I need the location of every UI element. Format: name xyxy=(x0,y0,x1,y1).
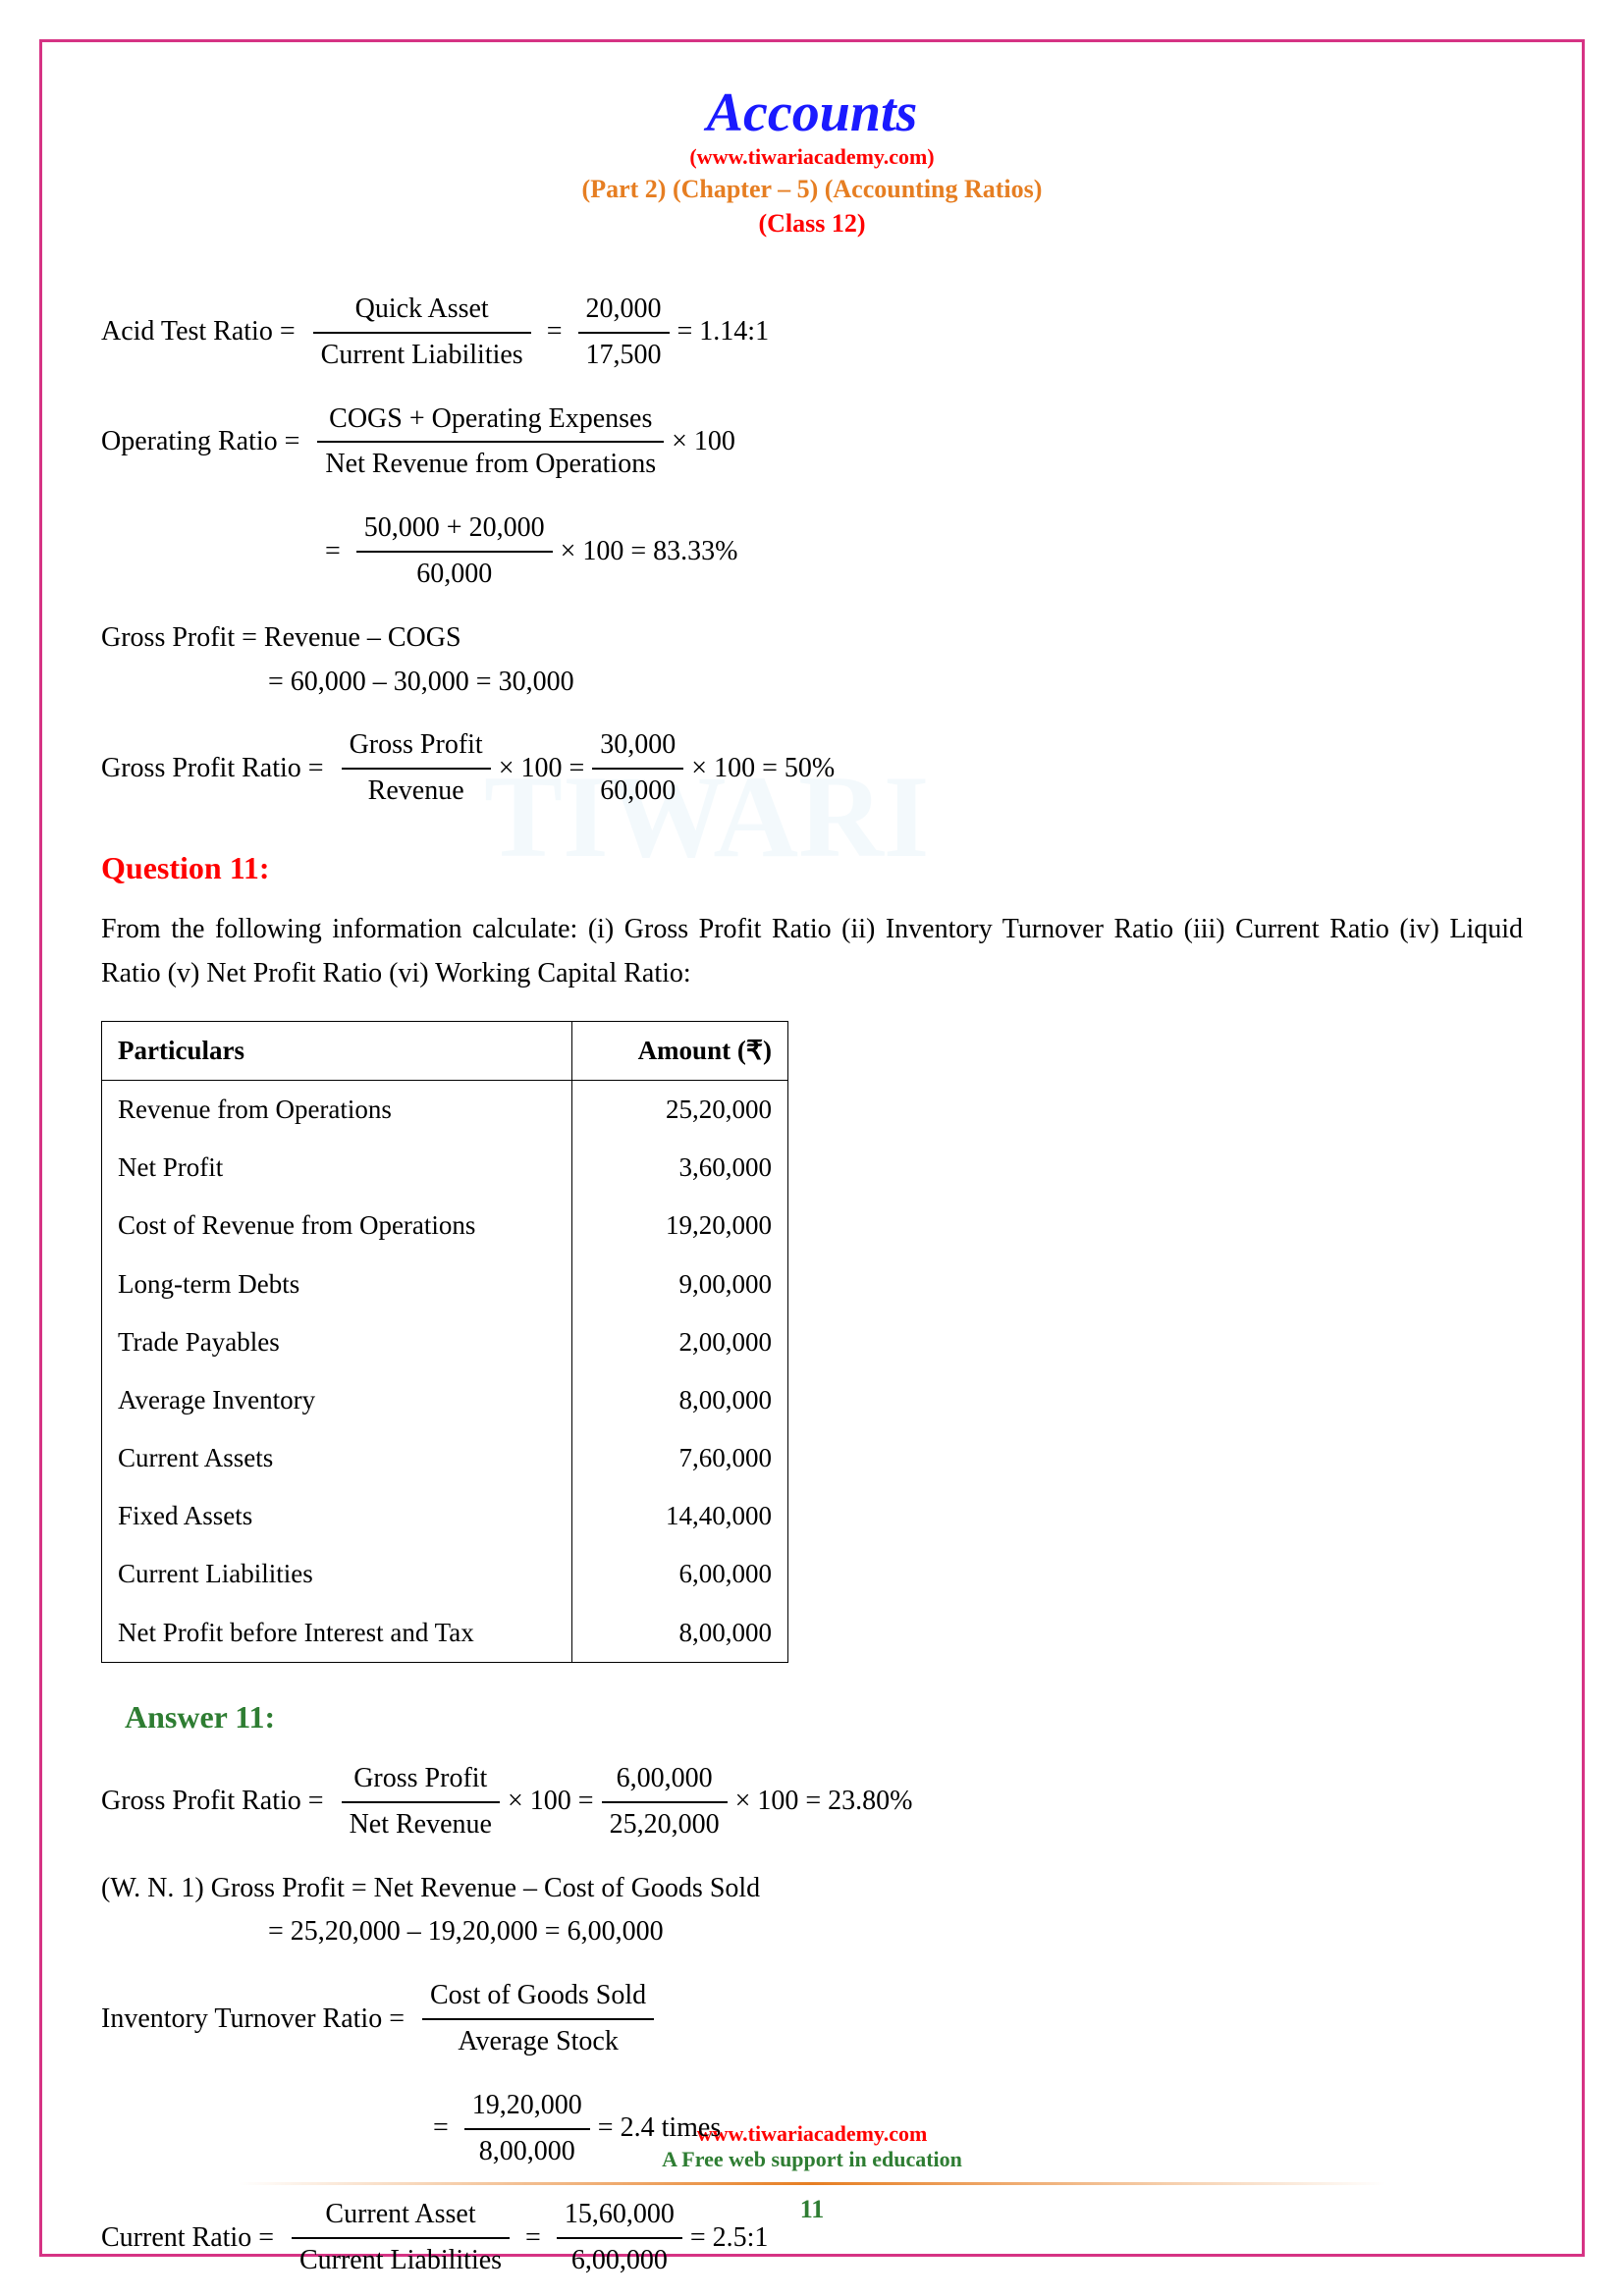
particular-cell: Cost of Revenue from Operations xyxy=(102,1197,572,1255)
amount-cell: 6,00,000 xyxy=(572,1545,788,1603)
gross-profit-definition: Gross Profit = Revenue – COGS xyxy=(101,616,1523,661)
particular-cell: Trade Payables xyxy=(102,1313,572,1371)
working-note-1: (W. N. 1) Gross Profit = Net Revenue – C… xyxy=(101,1867,1523,1911)
fraction: 19,20,000 8,00,000 xyxy=(464,2084,590,2174)
result: = 2.4 times xyxy=(598,2107,721,2151)
table-row: Net Profit3,60,000 xyxy=(102,1139,788,1197)
working-note-1-calc: = 25,20,000 – 19,20,000 = 6,00,000 xyxy=(101,1910,1523,1954)
amount-cell: 9,00,000 xyxy=(572,1255,788,1313)
main-content: Acid Test Ratio = Quick Asset Current Li… xyxy=(101,288,1523,2283)
amount-cell: 8,00,000 xyxy=(572,1371,788,1429)
chapter-info: (Part 2) (Chapter – 5) (Accounting Ratio… xyxy=(101,175,1523,204)
table-row: Cost of Revenue from Operations19,20,000 xyxy=(102,1197,788,1255)
amount-cell: 25,20,000 xyxy=(572,1080,788,1139)
answer-heading: Answer 11: xyxy=(101,1692,1523,1742)
amount-cell: 14,40,000 xyxy=(572,1487,788,1545)
particular-cell: Long-term Debts xyxy=(102,1255,572,1313)
operating-calc: = 50,000 + 20,000 60,000 × 100 = 83.33% xyxy=(101,507,1523,597)
table-row: Revenue from Operations25,20,000 xyxy=(102,1080,788,1139)
col-particulars: Particulars xyxy=(102,1021,572,1080)
inventory-calc: = 19,20,000 8,00,000 = 2.4 times xyxy=(101,2084,1523,2174)
particulars-table: Particulars Amount (₹) Revenue from Oper… xyxy=(101,1021,788,1663)
result: × 100 = 23.80% xyxy=(735,1780,913,1824)
table-row: Long-term Debts9,00,000 xyxy=(102,1255,788,1313)
fraction: 15,60,000 6,00,000 xyxy=(557,2193,682,2283)
fraction: 6,00,000 25,20,000 xyxy=(602,1757,728,1847)
particular-cell: Net Profit before Interest and Tax xyxy=(102,1604,572,1663)
gross-profit-calc: = 60,000 – 30,000 = 30,000 xyxy=(101,661,1523,705)
fraction: COGS + Operating Expenses Net Revenue fr… xyxy=(317,398,664,488)
col-amount: Amount (₹) xyxy=(572,1021,788,1080)
formula-label: Gross Profit Ratio = xyxy=(101,747,324,791)
fraction: Cost of Goods Sold Average Stock xyxy=(422,1974,654,2064)
particular-cell: Net Profit xyxy=(102,1139,572,1197)
formula-label: Acid Test Ratio = xyxy=(101,310,296,354)
class-info: (Class 12) xyxy=(101,209,1523,239)
page-header: Accounts (www.tiwariacademy.com) (Part 2… xyxy=(101,81,1523,239)
footer-divider xyxy=(239,2182,1385,2185)
particular-cell: Fixed Assets xyxy=(102,1487,572,1545)
answer-gp-ratio: Gross Profit Ratio = Gross Profit Net Re… xyxy=(101,1757,1523,1847)
fraction: Gross Profit Revenue xyxy=(342,723,491,814)
question-text: From the following information calculate… xyxy=(101,908,1523,996)
gp-ratio-formula: Gross Profit Ratio = Gross Profit Revenu… xyxy=(101,723,1523,814)
result: × 100 = 83.33% xyxy=(561,530,738,574)
table-row: Net Profit before Interest and Tax8,00,0… xyxy=(102,1604,788,1663)
result: = 2.5:1 xyxy=(690,2216,769,2261)
amount-cell: 3,60,000 xyxy=(572,1139,788,1197)
fraction: Quick Asset Current Liabilities xyxy=(313,288,531,378)
table-row: Fixed Assets14,40,000 xyxy=(102,1487,788,1545)
result: = 1.14:1 xyxy=(677,310,770,354)
main-title: Accounts xyxy=(101,81,1523,144)
amount-cell: 19,20,000 xyxy=(572,1197,788,1255)
fraction: Gross Profit Net Revenue xyxy=(342,1757,500,1847)
inventory-turnover-formula: Inventory Turnover Ratio = Cost of Goods… xyxy=(101,1974,1523,2064)
formula-label: Operating Ratio = xyxy=(101,420,299,464)
header-website: (www.tiwariacademy.com) xyxy=(101,144,1523,170)
acid-test-formula: Acid Test Ratio = Quick Asset Current Li… xyxy=(101,288,1523,378)
result: × 100 = 50% xyxy=(691,747,835,791)
table-row: Current Assets7,60,000 xyxy=(102,1429,788,1487)
fraction: 50,000 + 20,000 60,000 xyxy=(356,507,553,597)
amount-cell: 2,00,000 xyxy=(572,1313,788,1371)
amount-cell: 7,60,000 xyxy=(572,1429,788,1487)
fraction: 30,000 60,000 xyxy=(592,723,683,814)
fraction: Current Asset Current Liabilities xyxy=(292,2193,510,2283)
table-row: Trade Payables2,00,000 xyxy=(102,1313,788,1371)
particular-cell: Current Assets xyxy=(102,1429,572,1487)
table-row: Current Liabilities6,00,000 xyxy=(102,1545,788,1603)
formula-label: Gross Profit Ratio = xyxy=(101,1780,324,1824)
table-row: Average Inventory8,00,000 xyxy=(102,1371,788,1429)
fraction: 20,000 17,500 xyxy=(578,288,670,378)
formula-label: Current Ratio = xyxy=(101,2216,274,2261)
particular-cell: Revenue from Operations xyxy=(102,1080,572,1139)
particular-cell: Current Liabilities xyxy=(102,1545,572,1603)
particular-cell: Average Inventory xyxy=(102,1371,572,1429)
current-ratio-formula: Current Ratio = Current Asset Current Li… xyxy=(101,2193,1523,2283)
formula-label: Inventory Turnover Ratio = xyxy=(101,1998,405,2042)
operating-ratio-formula: Operating Ratio = COGS + Operating Expen… xyxy=(101,398,1523,488)
multiplier: × 100 xyxy=(672,420,735,464)
question-heading: Question 11: xyxy=(101,843,1523,893)
amount-cell: 8,00,000 xyxy=(572,1604,788,1663)
